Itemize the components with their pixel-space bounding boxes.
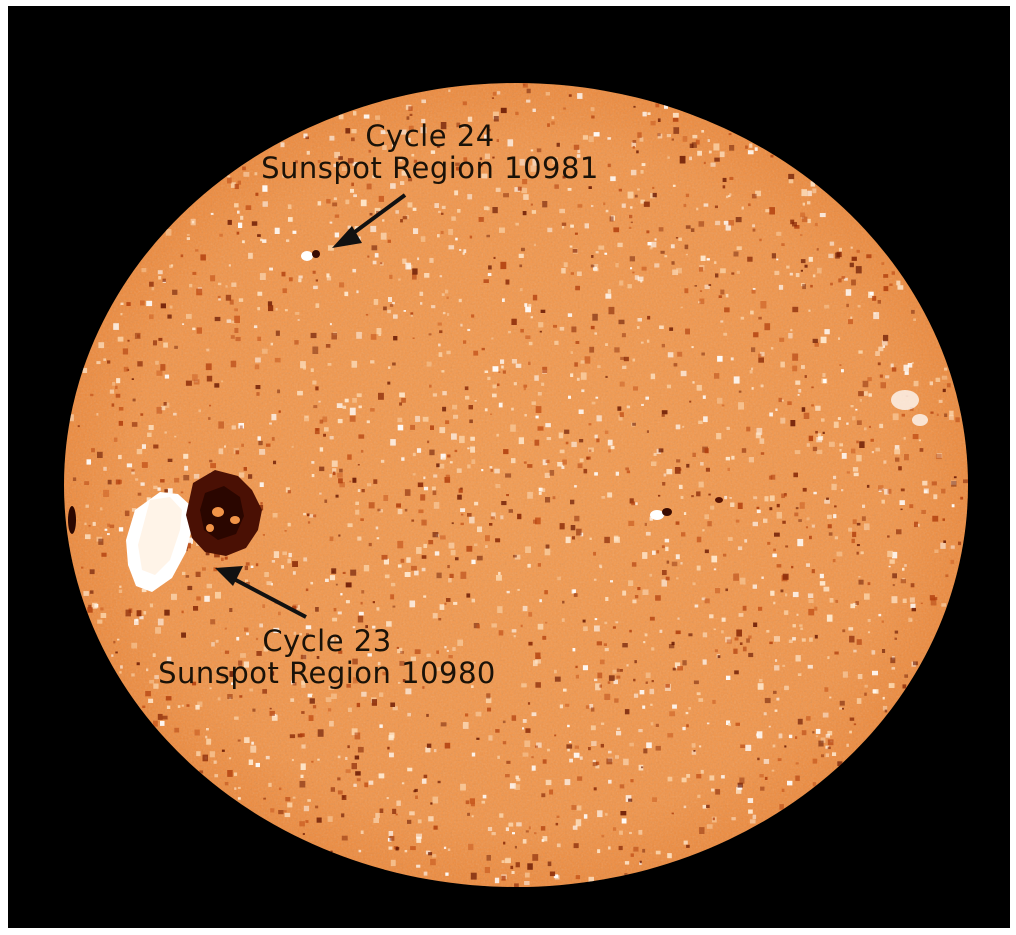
left-limb-mark	[68, 506, 76, 534]
bright-limb-patch	[891, 390, 928, 426]
annotation-cycle-23-region: Sunspot Region 10980	[158, 656, 496, 690]
annotation-cycle-24: Cycle 24 Sunspot Region 10981	[220, 120, 640, 184]
annotation-cycle-23-title: Cycle 23	[262, 624, 392, 658]
annotation-cycle-24-region: Sunspot Region 10981	[261, 151, 599, 185]
annotation-cycle-23: Cycle 23 Sunspot Region 10980	[112, 625, 542, 689]
annotation-cycle-24-title: Cycle 24	[365, 119, 495, 153]
small-active-spot	[650, 497, 723, 520]
arrow-to-region-10981	[332, 193, 407, 248]
sunspot-region-10980	[126, 470, 262, 592]
arrow-to-region-10980	[215, 566, 307, 619]
sunspot-region-10981	[301, 250, 320, 261]
